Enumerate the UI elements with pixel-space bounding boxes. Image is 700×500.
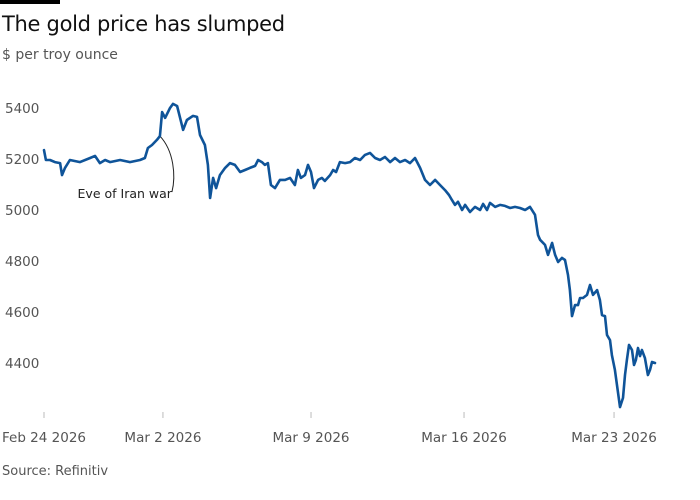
brand-bar (0, 0, 60, 4)
x-tick-label: Feb 24 2026 (2, 430, 86, 446)
chart-subtitle: $ per troy ounce (2, 47, 118, 63)
y-tick-label: 5400 (5, 101, 39, 117)
x-tick-label: Mar 16 2026 (421, 430, 507, 446)
y-tick-label: 4400 (5, 356, 39, 372)
annotations: Eve of Iran war (78, 135, 175, 201)
y-axis: 5400 5200 5000 4800 4600 4400 (5, 101, 39, 372)
x-tick-label: Mar 9 2026 (273, 430, 350, 446)
x-tick-label: Mar 2 2026 (124, 430, 201, 446)
annotation-label: Eve of Iran war (78, 186, 173, 201)
series-group (42, 102, 657, 409)
y-tick-label: 4800 (5, 254, 39, 270)
x-tick-label: Mar 23 2026 (571, 430, 657, 446)
chart-title: The gold price has slumped (2, 12, 285, 36)
gold-price-line (42, 102, 657, 409)
y-tick-label: 5200 (5, 152, 39, 168)
source-note: Source: Refinitiv (2, 464, 109, 479)
x-axis: Feb 24 2026 Mar 2 2026 Mar 9 2026 Mar 16 20… (2, 412, 657, 446)
annotation-leader-line (159, 135, 175, 193)
y-tick-label: 4600 (5, 305, 39, 321)
y-tick-label: 5000 (5, 203, 39, 219)
